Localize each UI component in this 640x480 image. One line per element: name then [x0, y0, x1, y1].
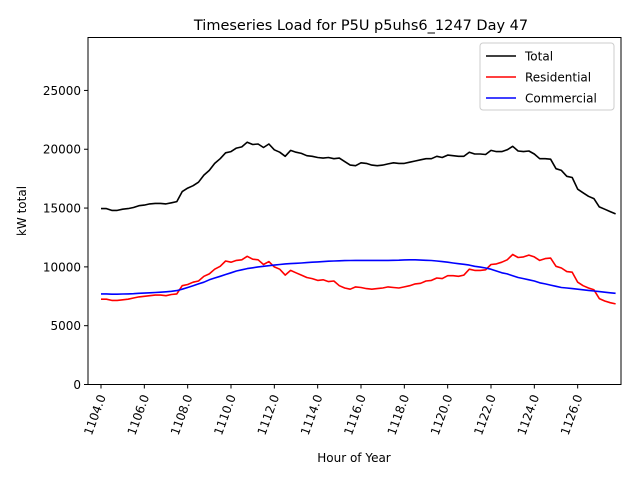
- y-tick-label: 20000: [43, 143, 81, 157]
- legend-label-total: Total: [524, 50, 553, 64]
- x-axis-label: Hour of Year: [317, 451, 391, 465]
- y-tick-label: 25000: [43, 84, 81, 98]
- plot-frame: [87, 37, 622, 385]
- y-tick-label: 0: [73, 378, 81, 392]
- y-axis: 0 5000 10000 15000 20000 25000: [43, 84, 88, 392]
- y-tick-label: 5000: [50, 319, 81, 333]
- series-layer: [101, 141, 616, 305]
- y-tick-label: 10000: [43, 260, 81, 274]
- legend-label-residential: Residential: [525, 71, 591, 85]
- chart-title: Timeseries Load for P5U p5uhs6_1247 Day …: [193, 18, 528, 34]
- total-line: [101, 141, 616, 215]
- y-tick-label: 15000: [43, 202, 81, 216]
- legend-label-commercial: Commercial: [525, 92, 597, 106]
- residential-line: [101, 253, 616, 305]
- commercial-line: [101, 258, 616, 296]
- y-axis-label: kW total: [15, 186, 29, 236]
- legend: Total Residential Commercial: [479, 42, 615, 111]
- legend-box: [479, 42, 615, 111]
